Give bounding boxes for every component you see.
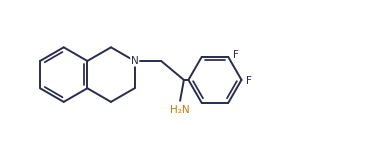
- Text: F: F: [246, 76, 252, 86]
- Text: H₂N: H₂N: [170, 105, 190, 115]
- Text: N: N: [131, 56, 138, 66]
- Text: F: F: [233, 50, 239, 60]
